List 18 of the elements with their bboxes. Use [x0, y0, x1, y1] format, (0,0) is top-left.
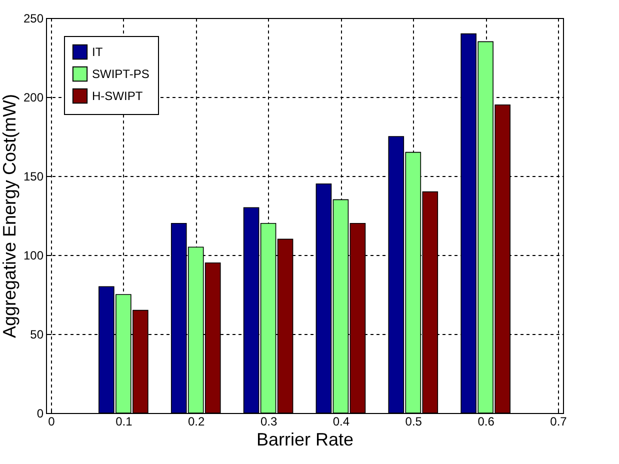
x-tick-label: 0.6 [478, 414, 495, 428]
x-tick-label: 0 [48, 414, 56, 428]
x-tick-label: 0.1 [116, 414, 133, 428]
x-tick-label: 0.4 [332, 414, 350, 428]
x-tick-label: 0.5 [405, 414, 422, 428]
y-tick-label: 100 [23, 248, 44, 262]
legend-label: SWIPT-PS [92, 67, 150, 81]
x-axis-title: Barrier Rate [256, 430, 354, 450]
y-tick-label: 250 [23, 12, 44, 26]
x-tick-label: 0.2 [188, 414, 206, 428]
y-tick-label: 50 [30, 328, 44, 342]
x-tick-label: 0.3 [260, 414, 278, 428]
y-axis-title: Aggregative Energy Cost(mW) [0, 94, 20, 338]
x-tick-label: 0.7 [550, 414, 568, 428]
y-tick-label: 200 [23, 90, 44, 104]
y-tick-label: 150 [23, 170, 44, 184]
legend-label: H-SWIPT [92, 89, 144, 103]
legend-label: IT [92, 45, 104, 59]
